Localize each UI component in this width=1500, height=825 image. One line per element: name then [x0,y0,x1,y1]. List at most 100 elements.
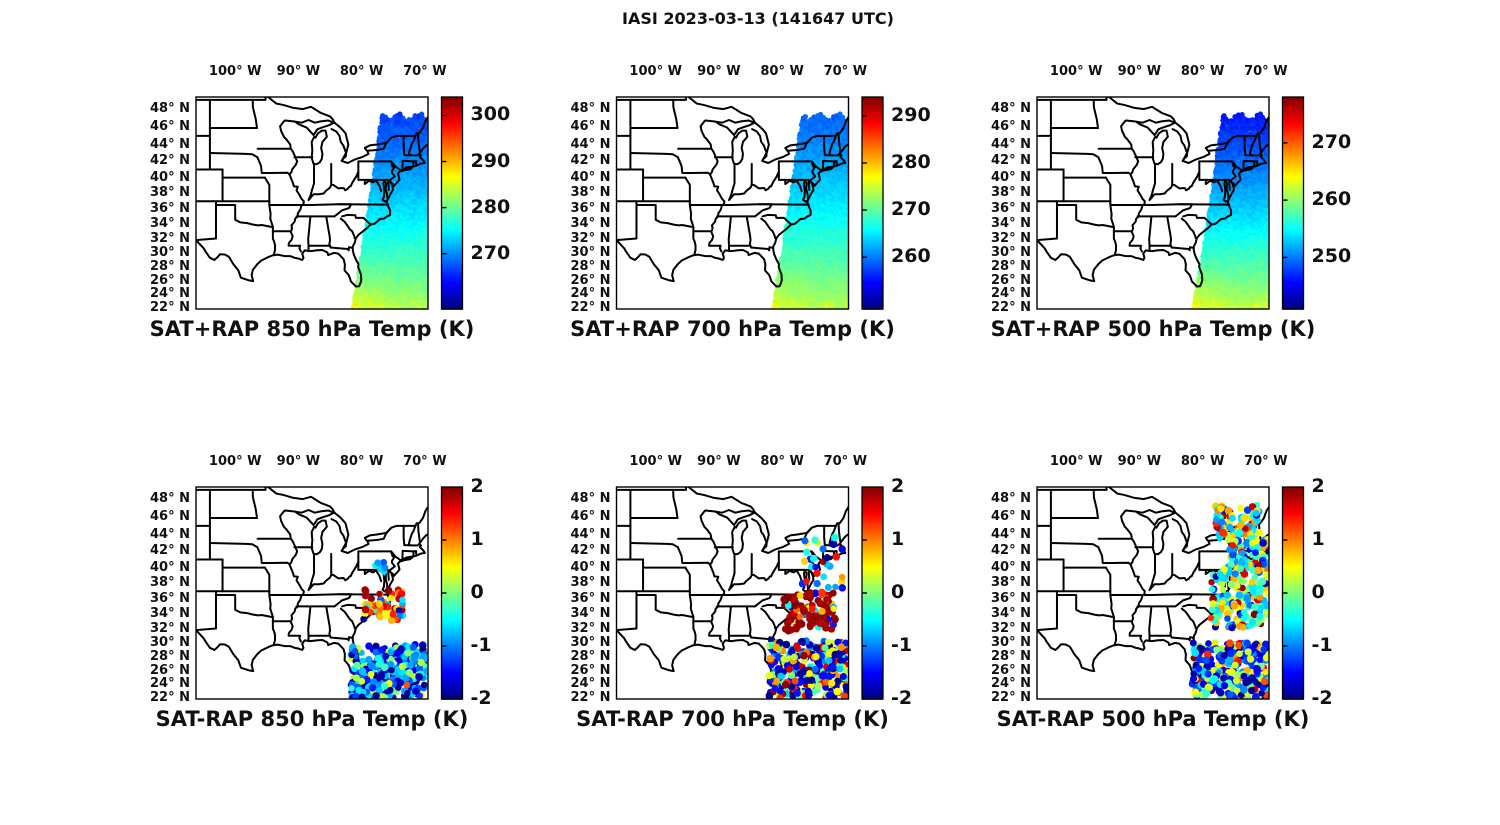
lat-tick-label: 46° N [991,509,1031,525]
lat-tick-label: 40° N [991,559,1031,575]
lat-tick-label: 24° N [150,286,190,302]
lat-tick-label: 22° N [991,689,1031,705]
lat-tick-label: 30° N [570,634,611,650]
lon-tick-label: 100° W [1049,64,1103,79]
colorbar-tick-label: 280 [470,195,511,218]
lat-tick-label: 24° N [150,676,190,692]
lat-tick-label: 22° N [570,299,611,315]
lat-tick-label: 42° N [150,153,190,169]
lat-tick-label: 46° N [570,119,611,135]
lat-tick-label: 28° N [150,648,190,664]
lat-tick-label: 46° N [150,509,190,525]
lat-tick-label: 34° N [570,605,611,621]
lat-tick-label: 30° N [991,244,1031,260]
lat-tick-label: 30° N [150,634,190,650]
lon-tick-label: 80° W [760,454,804,469]
lat-tick-label: 30° N [570,244,611,260]
colorbar-tick-label: -1 [470,634,492,656]
lat-tick-label: 26° N [570,272,611,288]
lon-tick-label: 70° W [1244,454,1288,469]
lon-tick-label: 80° W [339,64,384,79]
lon-tick-label: 70° W [823,64,868,79]
colorbar-tick-label: 270 [891,198,931,221]
colorbar-tick-label: 2 [470,475,484,497]
lat-tick-label: 46° N [570,509,611,525]
figure-title: IASI 2023-03-13 (141647 UTC) [622,9,894,28]
lat-tick-label: 46° N [991,119,1031,135]
lon-tick-label: 90° W [697,454,741,469]
lon-tick-label: 100° W [629,64,682,79]
colorbar-tick-label: 260 [1311,188,1352,211]
lat-tick-label: 34° N [991,215,1031,231]
colorbar-tick-label: 2 [891,475,905,497]
lat-tick-label: 40° N [570,169,611,185]
lon-tick-label: 80° W [1180,454,1225,469]
lat-tick-label: 36° N [570,590,611,606]
colorbar-tick-label: 1 [891,528,905,550]
lat-tick-label: 38° N [570,575,611,591]
colorbar-tick-label: 290 [470,149,511,172]
colorbar-tick-label: -1 [891,634,913,656]
lat-tick-label: 32° N [150,620,190,636]
lat-tick-label: 32° N [150,230,190,246]
lat-tick-label: 48° N [991,491,1031,507]
colorbar-tick-label: 1 [1311,528,1325,550]
colorbar-tick-label: 1 [470,528,484,550]
colorbar-tick-label: 290 [891,103,931,126]
lat-tick-label: 22° N [150,689,190,705]
lon-tick-label: 90° W [697,64,741,79]
colorbar-tick-label: 260 [891,245,931,268]
lat-tick-label: 22° N [570,689,611,705]
lat-tick-label: 28° N [150,258,190,274]
lon-tick-label: 100° W [629,454,682,469]
lat-tick-label: 44° N [150,526,190,542]
lat-tick-label: 28° N [570,258,611,274]
lat-tick-label: 48° N [150,101,190,117]
colorbar-tick-label: 250 [1311,245,1352,268]
lon-tick-label: 90° W [276,64,321,79]
lat-tick-label: 44° N [991,526,1031,542]
lat-tick-label: 26° N [570,662,611,678]
lat-tick-label: 30° N [991,634,1031,650]
lon-tick-label: 100° W [208,454,262,469]
lon-tick-label: 80° W [1180,64,1225,79]
lat-tick-label: 38° N [991,185,1031,201]
lat-tick-label: 24° N [570,676,611,692]
lon-tick-label: 80° W [339,454,384,469]
lat-tick-label: 36° N [150,200,190,216]
panel-title: SAT+RAP 850 hPa Temp (K) [149,317,475,341]
lon-tick-label: 90° W [276,454,321,469]
colorbar-tick-label: 0 [1311,581,1325,603]
lat-tick-label: 34° N [150,215,190,231]
lon-tick-label: 100° W [1049,454,1103,469]
lat-tick-label: 22° N [150,299,190,315]
lat-tick-label: 38° N [570,185,611,201]
lat-tick-label: 28° N [570,648,611,664]
lat-tick-label: 48° N [991,101,1031,117]
lat-tick-label: 24° N [991,286,1031,302]
lat-tick-label: 34° N [150,605,190,621]
lat-tick-label: 36° N [150,590,190,606]
lat-tick-label: 26° N [150,272,190,288]
lat-tick-label: 38° N [991,575,1031,591]
lat-tick-label: 44° N [570,136,611,152]
lat-tick-label: 32° N [570,230,611,246]
lon-tick-label: 100° W [208,64,262,79]
lat-tick-label: 44° N [150,136,190,152]
lat-tick-label: 32° N [991,230,1031,246]
lat-tick-label: 30° N [150,244,190,260]
panel-title: SAT+RAP 500 hPa Temp (K) [990,317,1316,341]
lon-tick-label: 70° W [403,64,447,79]
lat-tick-label: 38° N [150,575,190,591]
lat-tick-label: 26° N [150,662,190,678]
panel-title: SAT-RAP 850 hPa Temp (K) [155,707,469,731]
lon-tick-label: 90° W [1117,64,1162,79]
lon-tick-label: 70° W [403,454,447,469]
panel-title: SAT-RAP 500 hPa Temp (K) [996,707,1310,731]
lat-tick-label: 34° N [991,605,1031,621]
colorbar-tick-label: -1 [1311,634,1333,656]
lat-tick-label: 34° N [570,215,611,231]
colorbar-tick-label: 2 [1311,475,1325,497]
lat-tick-label: 32° N [991,620,1031,636]
